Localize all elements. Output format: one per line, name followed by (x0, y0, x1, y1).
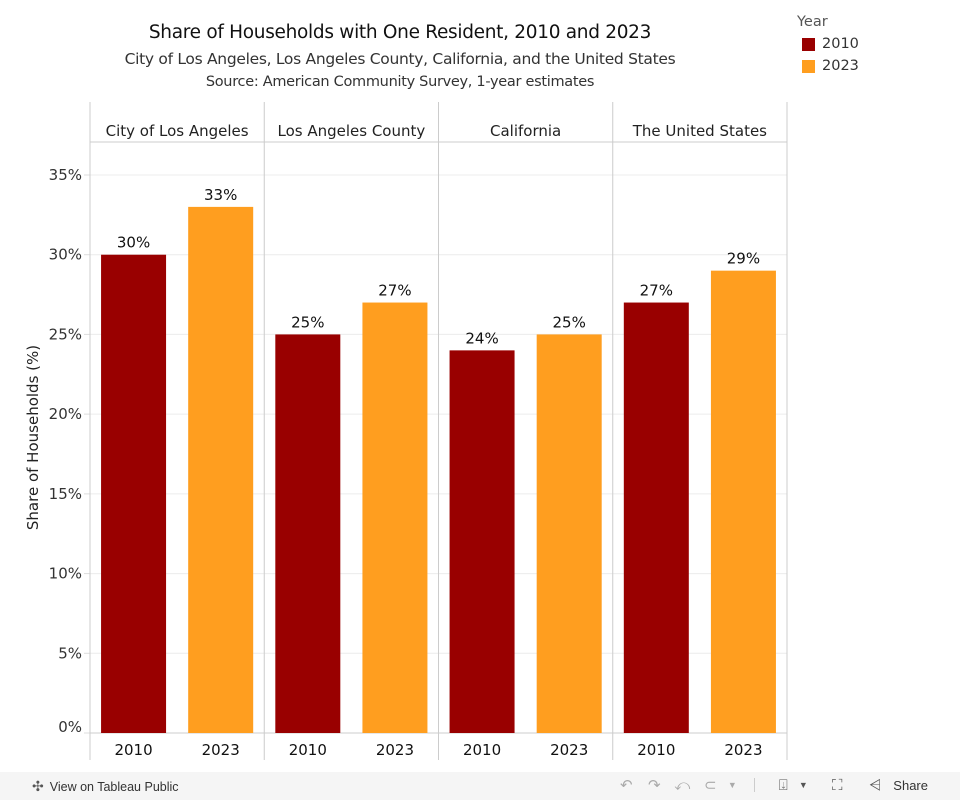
y-tick-label: 20% (49, 405, 82, 423)
download-dropdown-icon[interactable]: ▼ (798, 780, 808, 790)
refresh-dropdown-icon[interactable]: ▼ (727, 780, 737, 790)
y-tick-label: 35% (49, 166, 82, 184)
undo-icon[interactable]: ↶ (620, 777, 633, 794)
redo-icon[interactable]: ↷ (648, 777, 661, 794)
y-tick-label: 0% (58, 718, 82, 736)
panel-header: California (490, 122, 561, 140)
bar-2023[interactable] (536, 334, 602, 733)
x-tick-label: 2010 (289, 741, 327, 759)
data-label: 30% (117, 234, 150, 252)
share-button[interactable]: Share (893, 777, 928, 793)
x-tick-label: 2023 (724, 741, 762, 759)
x-tick-label: 2023 (376, 741, 414, 759)
data-label: 33% (204, 186, 237, 204)
x-tick-label: 2023 (202, 741, 240, 759)
tableau-logo-icon: ✣ (32, 778, 44, 794)
bar-2023[interactable] (362, 302, 428, 733)
legend-label-2023: 2023 (822, 58, 859, 74)
y-tick-label: 25% (49, 325, 82, 343)
download-icon[interactable]: ⍗ (778, 776, 788, 794)
panel-header: The United States (632, 122, 767, 140)
view-on-tableau-link[interactable]: ✣ View on Tableau Public (32, 778, 179, 795)
bar-2023[interactable] (710, 270, 776, 733)
data-label: 29% (727, 250, 760, 268)
y-tick-label: 15% (49, 485, 82, 503)
bar-2023[interactable] (188, 206, 254, 733)
bar-chart: 0% 5% 10% 15% 20% 25% 30% 35% Share of Household… (24, 102, 788, 760)
x-tick-label: 2010 (637, 741, 675, 759)
y-tick-label: 5% (58, 644, 82, 662)
tableau-toolbar: ✣ View on Tableau Public ↶ ↷ ⤺ ⊂ ▼ ⍗ ▼ ⛶… (0, 772, 960, 800)
chart-source: Source: American Community Survey, 1-yea… (205, 74, 595, 90)
data-label: 25% (553, 313, 586, 331)
refresh-icon[interactable]: ⊂ (704, 777, 717, 794)
y-axis-title: Share of Households (%) (24, 345, 42, 530)
bar-2010[interactable] (101, 254, 167, 733)
x-tick-label: 2010 (463, 741, 501, 759)
x-tick-label: 2023 (550, 741, 588, 759)
data-label: 27% (378, 282, 411, 300)
bar-2010[interactable] (449, 350, 515, 733)
share-icon[interactable]: ⩤ (869, 776, 882, 794)
chart-subtitle: City of Los Angeles, Los Angeles County,… (124, 50, 676, 68)
legend: Year 2010 2023 (797, 14, 859, 77)
fullscreen-icon[interactable]: ⛶ (832, 776, 843, 794)
y-tick-label: 10% (49, 565, 82, 583)
data-label: 24% (465, 329, 498, 347)
data-label: 25% (291, 313, 324, 331)
chart-title: Share of Households with One Resident, 2… (148, 22, 652, 43)
view-on-tableau-label: View on Tableau Public (49, 779, 179, 794)
panel-header: Los Angeles County (277, 122, 425, 140)
legend-title: Year (797, 14, 828, 30)
legend-swatch-2023 (802, 59, 815, 73)
revert-icon[interactable]: ⤺ (674, 776, 691, 794)
legend-item-2023[interactable]: 2023 (802, 55, 859, 77)
panel-header: City of Los Angeles (106, 122, 249, 140)
bar-2010[interactable] (623, 302, 689, 733)
bar-2010[interactable] (275, 334, 341, 733)
data-label: 27% (640, 282, 673, 300)
x-tick-label: 2010 (114, 741, 152, 759)
legend-swatch-2010 (802, 37, 815, 51)
toolbar-divider (754, 778, 756, 792)
y-tick-label: 30% (49, 246, 82, 264)
legend-item-2010[interactable]: 2010 (802, 33, 859, 55)
legend-label-2010: 2010 (822, 36, 859, 52)
